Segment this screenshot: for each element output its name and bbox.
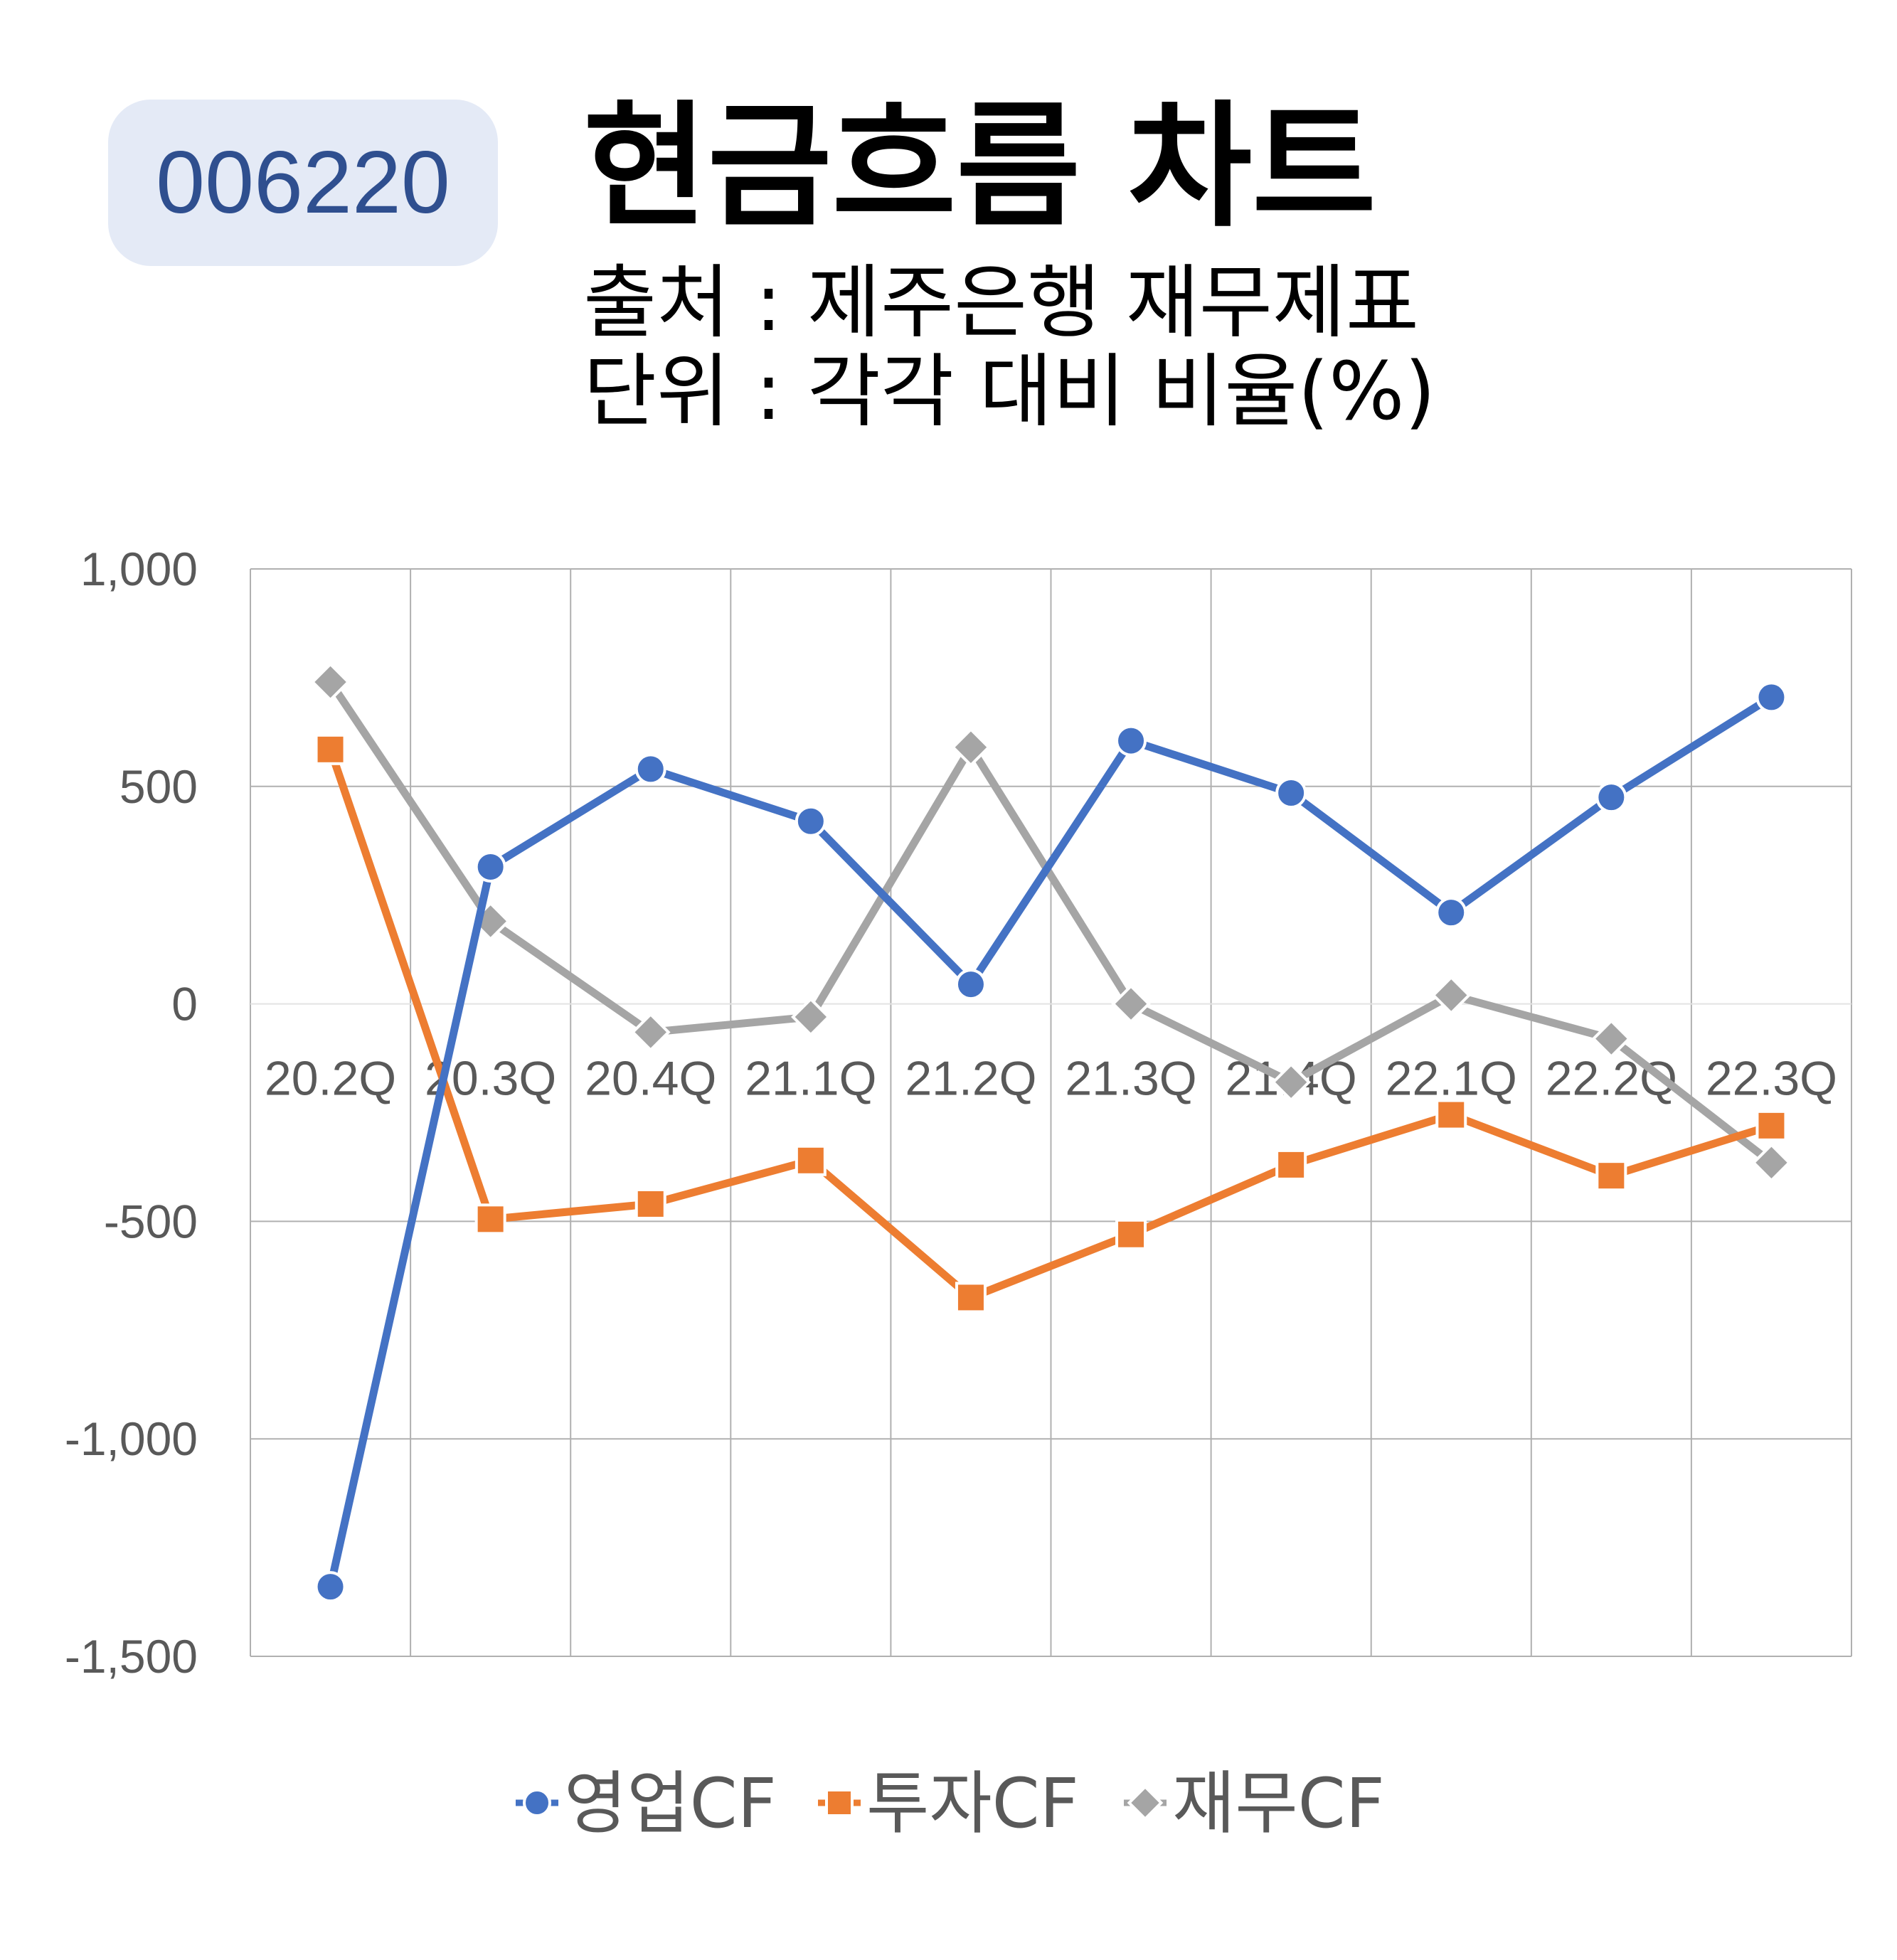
data-point — [630, 1012, 671, 1053]
data-point — [955, 969, 987, 1001]
data-point — [1751, 1143, 1792, 1183]
series-line — [326, 693, 1775, 1591]
legend: 영업CF 투자CF 재무CF — [516, 1764, 1385, 1843]
data-point — [1111, 984, 1151, 1024]
legend-marker — [523, 1789, 551, 1817]
y-tick-label: -1,500 — [65, 1630, 198, 1683]
data-point — [310, 662, 351, 702]
x-tick-label: 20.2Q — [265, 1052, 396, 1106]
legend-marker — [1127, 1784, 1164, 1821]
x-tick-label: 21.1Q — [745, 1052, 876, 1106]
data-point — [1595, 782, 1627, 814]
data-point — [795, 1144, 827, 1176]
x-tick-label: 22.2Q — [1546, 1052, 1677, 1106]
data-point — [951, 727, 991, 767]
x-tick-label: 21.2Q — [905, 1052, 1036, 1106]
legend-label: 투자CF — [866, 1764, 1079, 1843]
data-point — [955, 1282, 987, 1314]
stock-code: 006220 — [156, 134, 450, 232]
y-tick-label: 1,000 — [80, 543, 198, 595]
data-point — [1271, 1062, 1311, 1102]
series-1 — [314, 681, 1787, 1603]
data-point — [634, 1188, 666, 1220]
y-tick-label: 0 — [171, 978, 198, 1030]
series-line — [326, 745, 1775, 1301]
data-point — [474, 851, 506, 883]
data-point — [1275, 1149, 1307, 1181]
series-2 — [314, 733, 1787, 1314]
data-point — [1435, 897, 1467, 929]
data-point — [1431, 975, 1472, 1016]
data-point — [474, 1203, 506, 1235]
y-tick-label: -1,000 — [65, 1412, 198, 1465]
legend-label: 재무CF — [1172, 1764, 1385, 1843]
x-tick-label: 21.3Q — [1065, 1052, 1196, 1106]
x-axis-ticks: 20.2Q20.3Q20.4Q21.1Q21.2Q21.3Q21.4Q22.1Q… — [265, 1052, 1837, 1106]
data-point — [1435, 1099, 1467, 1131]
chart-title: 현금흐름 차트 — [583, 88, 1376, 245]
stock-code-badge: 006220 — [108, 100, 498, 266]
legend-item: 재무CF — [1124, 1764, 1385, 1843]
data-point — [1115, 725, 1147, 757]
x-tick-label: 20.4Q — [585, 1052, 716, 1106]
data-point — [1755, 1109, 1787, 1141]
data-point — [1591, 1018, 1632, 1059]
x-tick-label: 22.1Q — [1386, 1052, 1517, 1106]
chart-unit: 단위 : 각각 대비 비율(%) — [583, 346, 1436, 438]
data-point — [795, 805, 827, 837]
legend-item: 투자CF — [818, 1764, 1079, 1843]
y-tick-label: 500 — [119, 760, 198, 813]
series-line — [326, 678, 1775, 1167]
grid — [250, 568, 1852, 1657]
series — [310, 662, 1792, 1603]
data-point — [1275, 777, 1307, 809]
y-axis-ticks: 1,000 500 0 -500 -1,000 -1,500 — [65, 543, 198, 1683]
data-point — [1595, 1160, 1627, 1192]
data-point — [634, 753, 666, 785]
x-tick-label: 22.3Q — [1706, 1052, 1837, 1106]
data-point — [1755, 681, 1787, 713]
data-point — [1115, 1218, 1147, 1250]
data-point — [791, 997, 831, 1037]
data-point — [314, 733, 346, 765]
y-tick-label: -500 — [104, 1195, 198, 1247]
data-point — [314, 1571, 346, 1603]
legend-label: 영업CF — [564, 1764, 777, 1843]
legend-item: 영업CF — [516, 1764, 777, 1843]
chart-source: 출처 : 제주은행 재무제표 — [583, 257, 1419, 349]
legend-marker — [825, 1789, 854, 1817]
series-3 — [310, 662, 1792, 1183]
